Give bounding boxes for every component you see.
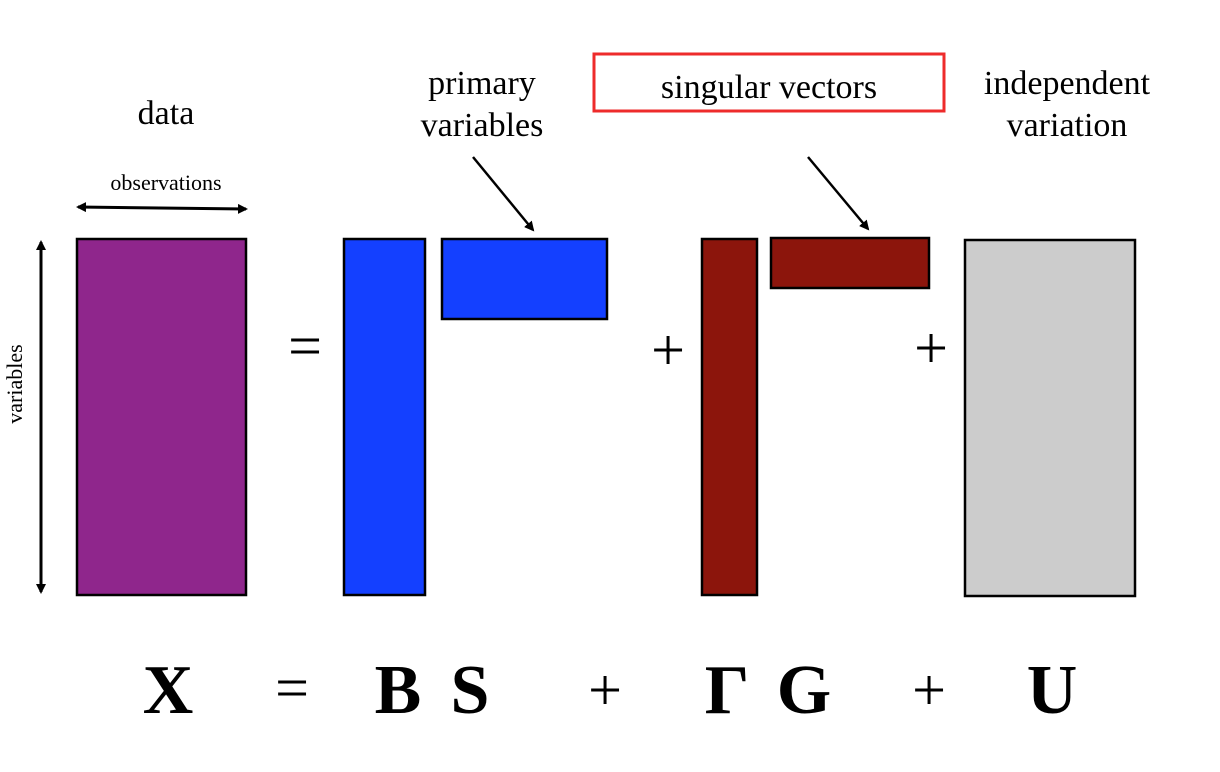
variables-label: variables (2, 344, 27, 423)
singular-vectors-highlight-box (592, 52, 946, 113)
singular-g-matrix-rect (769, 236, 931, 290)
plus-operator-2: + (914, 315, 948, 381)
equation-s: S (451, 652, 490, 729)
singular-vectors-pointer-arrow (807, 156, 870, 231)
independent-variation-label-line2: variation (1007, 107, 1128, 144)
primary-b-matrix-rect (342, 237, 427, 597)
singular-gamma-matrix-rect (700, 237, 759, 597)
data-matrix-rect (75, 237, 248, 597)
equation-b: B (375, 652, 422, 729)
independent-variation-label-line1: independent (984, 65, 1151, 102)
primary-variables-label-line1: primary (428, 65, 536, 102)
plus-operator-1: + (651, 317, 685, 383)
observations-label: observations (110, 170, 221, 195)
equation-plus-2: + (912, 657, 946, 723)
equation-gamma: Γ (705, 652, 750, 729)
equals-operator: = (288, 313, 322, 379)
primary-variables-label-line2: variables (421, 107, 544, 144)
primary-s-matrix-rect (440, 237, 609, 321)
primary-variables-pointer-arrow (472, 156, 535, 232)
singular-vectors-label: singular vectors (661, 69, 877, 106)
equation-x: X (143, 652, 194, 729)
data-label: data (138, 95, 195, 132)
equation-equals: = (275, 655, 309, 721)
equation-u: U (1027, 652, 1078, 729)
equation-g: G (777, 652, 831, 729)
observations-arrow (76, 202, 248, 214)
independent-u-matrix-rect (963, 238, 1137, 598)
equation-plus-1: + (588, 657, 622, 723)
